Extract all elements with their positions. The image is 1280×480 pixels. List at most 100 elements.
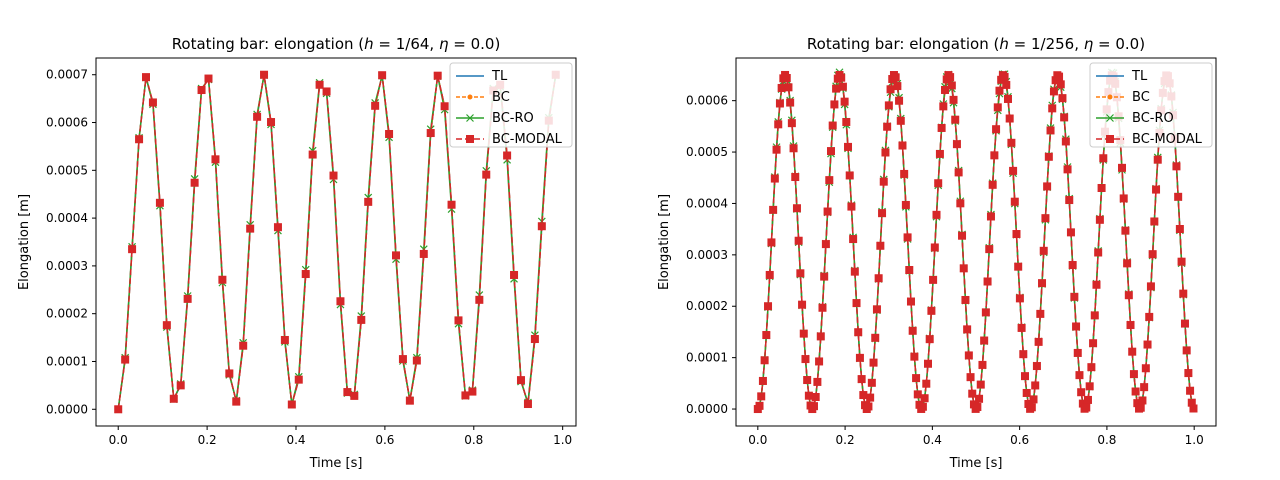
point-bc-modal [169, 394, 178, 403]
legend-marker [467, 94, 473, 100]
point-bc-modal [1046, 126, 1055, 135]
point-bc-modal [1034, 337, 1043, 346]
point-bc-modal [329, 171, 338, 180]
point-bc-modal [770, 174, 779, 183]
point-bc-modal [148, 98, 157, 107]
point-bc-modal [1089, 339, 1098, 348]
point-bc-modal [364, 197, 373, 206]
point-bc-modal [937, 123, 946, 132]
point-bc-modal [1036, 309, 1045, 318]
legend-marker [1106, 114, 1114, 122]
point-bc-modal [973, 403, 982, 412]
point-bc-modal [842, 117, 851, 126]
point-bc-modal [1029, 395, 1038, 404]
point-bc-modal [867, 378, 876, 387]
point-bc-modal [804, 391, 813, 400]
point-bc-modal [1129, 370, 1138, 379]
point-bc-modal [516, 376, 525, 385]
point-bc-modal [1184, 369, 1193, 378]
point-bc-modal [218, 275, 227, 284]
point-bc-modal [1153, 155, 1162, 164]
point-bc-modal [1152, 185, 1161, 194]
point-bc-modal [1121, 226, 1130, 235]
chart-left-title: Rotating bar: elongation (h = 1/64, η = … [172, 35, 501, 53]
point-bc-modal [1092, 280, 1101, 289]
chart-left-ylabel: Elongation [m] [17, 194, 32, 290]
point-bc-modal [947, 81, 956, 90]
point-bc-modal [908, 326, 917, 335]
point-bc-modal [1072, 322, 1081, 331]
point-bc-modal [482, 170, 491, 179]
point-bc-modal [1133, 399, 1142, 408]
point-bc-modal [475, 295, 484, 304]
point-bc-modal [823, 207, 832, 216]
legend-frame [1089, 62, 1213, 148]
point-bc-modal [958, 231, 967, 240]
point-bc-modal [142, 73, 150, 82]
x-tick-label: 1.0 [1185, 433, 1204, 447]
point-bc-modal [799, 329, 808, 338]
point-bc-modal [1007, 138, 1016, 147]
chart-right-axes-frame [735, 57, 1217, 427]
point-bc-modal [1094, 248, 1103, 257]
point-bc-modal [891, 73, 900, 82]
point-bc-modal [879, 177, 888, 186]
point-bc-modal [924, 359, 932, 368]
chart-left-axes: 0.0 0.2 0.4 0.6 0.8 1.0 0.0000 0.0001 0.0002 0.00… [46, 68, 572, 447]
chart-right: Rotating bar: elongation (h = 1/256, η =… [657, 35, 1217, 471]
point-bc-modal [774, 120, 783, 129]
point-bc-modal [1083, 395, 1092, 404]
point-bc-modal [767, 238, 776, 247]
point-bc-modal [1056, 80, 1065, 89]
x-tick-label: 0.8 [1097, 433, 1116, 447]
point-bc-modal [964, 351, 973, 360]
legend-marker [1107, 94, 1113, 100]
point-bc-modal [900, 169, 909, 178]
chart-right-xlabel: Time [s] [949, 456, 1003, 471]
point-bc-modal [1179, 289, 1188, 298]
point-bc-modal [1065, 196, 1074, 205]
point-bc-modal [232, 397, 241, 406]
legend-label: BC [1132, 90, 1150, 105]
point-bc-modal [963, 325, 972, 334]
point-bc-modal [1061, 137, 1070, 146]
point-bc-modal [789, 144, 798, 153]
point-bc-modal [1021, 372, 1030, 381]
chart-left: Rotating bar: elongation (h = 1/64, η = … [17, 35, 577, 471]
y-tick-label: 0.0002 [686, 299, 728, 313]
point-bc-modal [246, 224, 255, 233]
point-bc-modal [1022, 388, 1031, 397]
point-bc-modal [1039, 246, 1048, 255]
y-tick-label: 0.0003 [46, 259, 88, 273]
y-tick-label: 0.0001 [46, 354, 88, 368]
x-tick-label: 0.4 [286, 433, 305, 447]
point-bc-modal [392, 251, 400, 260]
point-bc-modal [454, 316, 463, 325]
point-bc-modal [895, 96, 904, 105]
point-bc-modal [1027, 403, 1036, 412]
point-bc-modal [832, 84, 841, 93]
point-bc-modal [253, 112, 262, 121]
point-bc-modal [857, 375, 866, 384]
point-bc-modal [1077, 388, 1086, 397]
point-bc-modal [815, 357, 824, 366]
point-bc-modal [869, 358, 878, 367]
point-bc-modal [239, 341, 248, 350]
x-tick-label: 0.0 [109, 433, 128, 447]
point-bc-modal [1177, 257, 1186, 266]
point-bc-modal [757, 392, 766, 401]
point-bc-modal [1124, 291, 1133, 300]
point-bc-modal [1000, 72, 1009, 81]
point-bc-modal [765, 270, 774, 279]
point-bc-modal [385, 129, 394, 138]
point-bc-modal [820, 272, 829, 281]
point-bc-modal [949, 95, 958, 104]
y-tick-label: 0.0005 [686, 145, 728, 159]
point-bc-modal [1014, 262, 1023, 271]
point-bc-modal [828, 121, 837, 130]
point-bc-modal [772, 145, 781, 154]
x-tick-label: 0.8 [464, 433, 483, 447]
legend-marker [466, 114, 474, 122]
point-bc-modal [918, 402, 927, 411]
